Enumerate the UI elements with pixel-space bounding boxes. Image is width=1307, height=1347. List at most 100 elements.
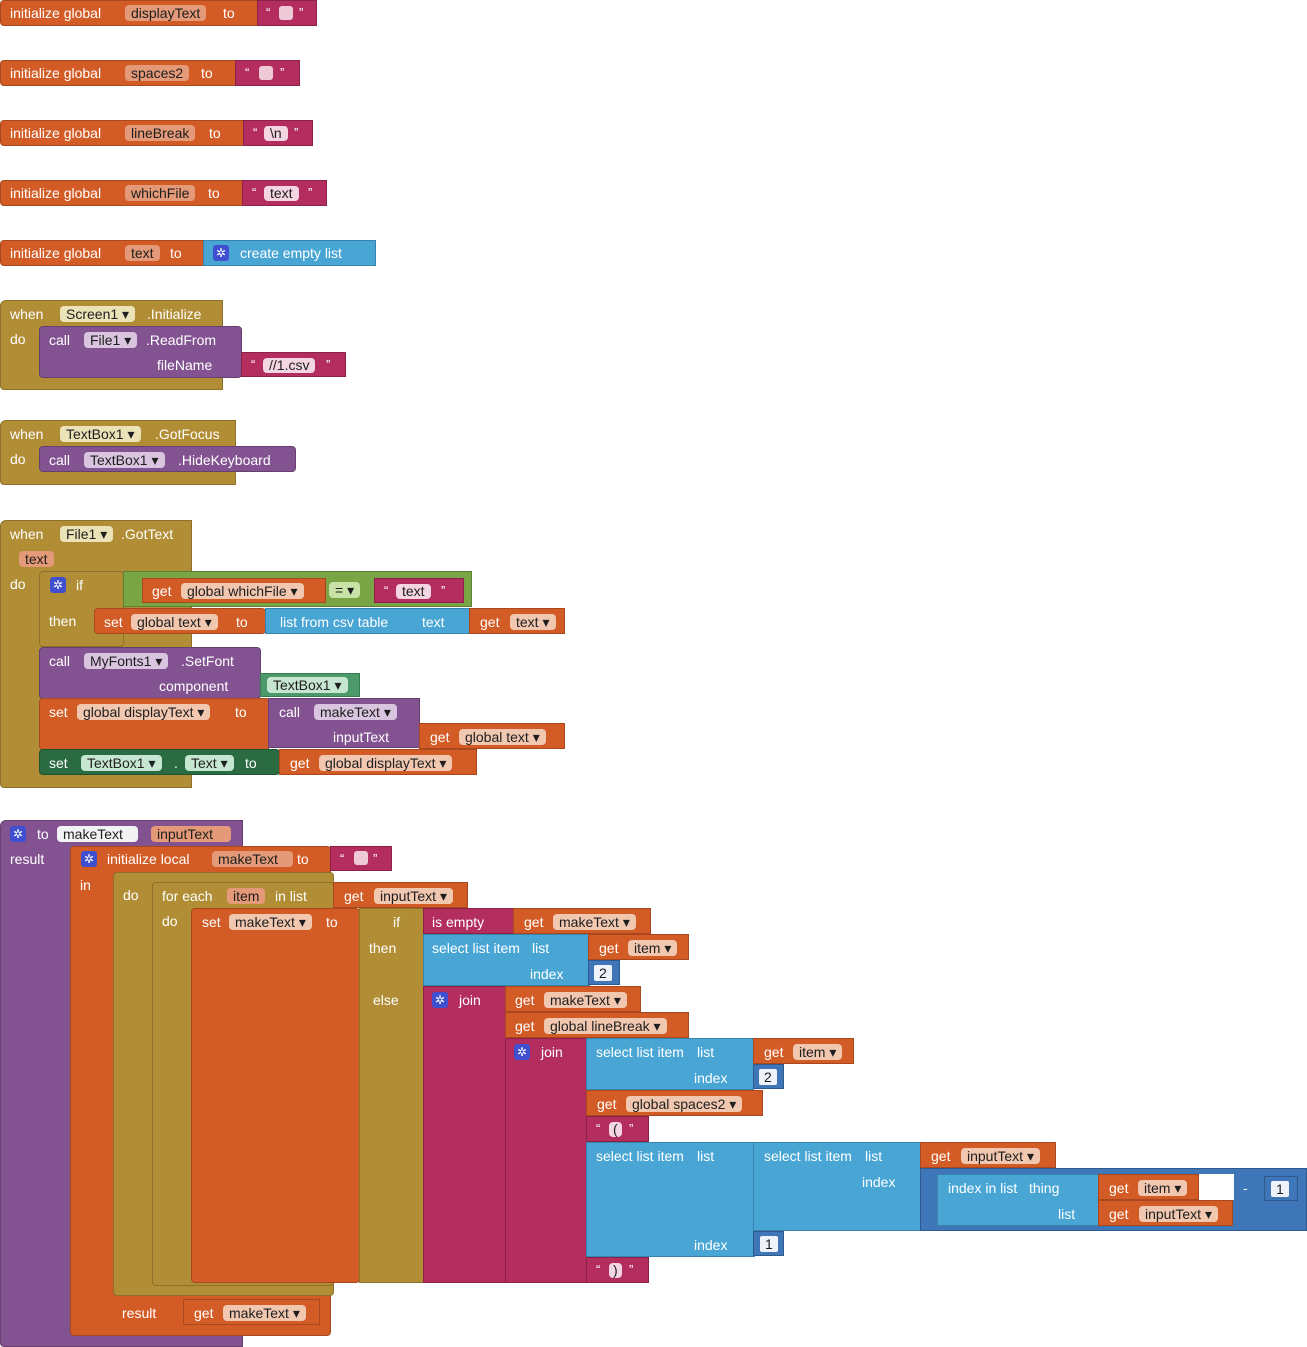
- text-block-empty[interactable]: “ ”: [235, 60, 300, 86]
- init-global-text-block[interactable]: initialize global text to: [0, 240, 204, 266]
- set-textbox1-text[interactable]: set TextBox1 ▾ . Text ▾ to: [39, 749, 280, 775]
- global-name-spaces2[interactable]: spaces2: [125, 65, 190, 81]
- get-global-text[interactable]: get global text ▾: [419, 723, 565, 749]
- gear-icon[interactable]: ✲: [514, 1044, 530, 1060]
- text-block-empty[interactable]: “ ”: [330, 846, 392, 871]
- select-list-item-1[interactable]: select list item list index: [586, 1038, 754, 1090]
- list-from-csv-table[interactable]: list from csv table text: [265, 608, 470, 634]
- get-global-linebreak[interactable]: get global lineBreak ▾: [505, 1012, 689, 1038]
- gear-icon[interactable]: ✲: [10, 826, 26, 842]
- procedure-dropdown[interactable]: makeText ▾: [314, 704, 397, 720]
- init-global-lineBreak-block[interactable]: initialize global lineBreak to: [0, 120, 244, 146]
- text-value[interactable]: //1.csv: [263, 358, 316, 373]
- gear-icon[interactable]: ✲: [213, 245, 229, 261]
- select-list-item-3[interactable]: select list item list index: [753, 1142, 922, 1231]
- init-global-displayText-block[interactable]: initialize global displayText to: [0, 0, 258, 26]
- variable-dropdown[interactable]: global spaces2 ▾: [626, 1096, 743, 1112]
- global-name-displayText[interactable]: displayText: [125, 5, 207, 21]
- text-value[interactable]: text: [396, 584, 431, 599]
- variable-dropdown[interactable]: item ▾: [793, 1044, 843, 1060]
- variable-dropdown[interactable]: inputText ▾: [374, 888, 453, 904]
- number-value[interactable]: 1: [760, 1236, 778, 1252]
- component-dropdown[interactable]: TextBox1 ▾: [81, 755, 162, 771]
- number-2[interactable]: 2: [753, 1064, 784, 1089]
- set-global-text[interactable]: set global text ▾ to: [94, 608, 266, 634]
- loop-var[interactable]: item: [227, 888, 266, 904]
- variable-dropdown[interactable]: makeText ▾: [544, 992, 627, 1008]
- procedure-name[interactable]: makeText: [57, 826, 138, 842]
- get-item[interactable]: get item ▾: [1098, 1174, 1199, 1200]
- number-value[interactable]: 1: [1271, 1181, 1289, 1197]
- number-2[interactable]: 2: [588, 960, 620, 985]
- call-maketext[interactable]: call makeText ▾ inputText: [268, 698, 420, 748]
- number-value[interactable]: 2: [594, 965, 612, 981]
- component-dropdown-screen1[interactable]: Screen1 ▾: [60, 306, 136, 322]
- operator-dropdown[interactable]: = ▾: [329, 582, 361, 598]
- get-item[interactable]: get item ▾: [588, 934, 689, 960]
- variable-dropdown[interactable]: global display​Text ▾: [77, 704, 211, 720]
- text-block-linebreak[interactable]: “ \n ”: [243, 120, 313, 146]
- component-dropdown-myfonts1[interactable]: MyFonts1 ▾: [84, 653, 169, 669]
- variable-dropdown[interactable]: makeText ▾: [223, 1305, 306, 1321]
- variable-dropdown[interactable]: global displayText ▾: [319, 755, 453, 771]
- join-block-outer[interactable]: ✲ join: [423, 986, 507, 1283]
- number-value[interactable]: 2: [759, 1069, 777, 1085]
- init-global-whichFile-block[interactable]: initialize global whichFile to: [0, 180, 243, 206]
- text-block-path[interactable]: “ //1.csv ”: [241, 352, 346, 377]
- variable-dropdown[interactable]: global lineBreak ▾: [544, 1018, 667, 1034]
- call-file1-readfrom[interactable]: call File1 ▾ .ReadFrom fileName: [39, 326, 242, 378]
- get-maketext[interactable]: get makeText ▾: [513, 908, 651, 934]
- call-textbox1-hidekeyboard[interactable]: call TextBox1 ▾ .HideKeyboard: [39, 446, 296, 472]
- variable-dropdown[interactable]: global whichFile ▾: [181, 583, 304, 599]
- set-maketext[interactable]: set makeText ▾ to: [191, 908, 360, 1283]
- global-name-text[interactable]: text: [125, 245, 160, 261]
- text-value[interactable]: ): [609, 1263, 622, 1278]
- compare-block[interactable]: get global whichFile ▾ = ▾ “ text ”: [123, 571, 472, 607]
- select-list-item-2[interactable]: select list item list index: [586, 1142, 755, 1257]
- gear-icon[interactable]: ✲: [81, 851, 97, 867]
- get-item[interactable]: get item ▾: [753, 1038, 854, 1064]
- variable-dropdown[interactable]: item ▾: [628, 940, 678, 956]
- text-block-text[interactable]: “ text ”: [242, 180, 327, 206]
- init-global-spaces2-block[interactable]: initialize global spaces2 to: [0, 60, 236, 86]
- variable-dropdown[interactable]: inputText ▾: [961, 1148, 1040, 1164]
- join-block-inner[interactable]: ✲ join: [505, 1038, 588, 1283]
- is-empty-block[interactable]: is empty: [423, 908, 515, 934]
- text-block-paren-open[interactable]: “ ( ”: [586, 1116, 649, 1142]
- get-inputtext[interactable]: get inputText ▾: [920, 1142, 1056, 1168]
- property-dropdown[interactable]: Text ▾: [185, 755, 234, 771]
- if-expression[interactable]: if then else: [359, 908, 424, 1283]
- param-text[interactable]: text: [19, 551, 54, 567]
- text-block-paren-close[interactable]: “ ) ”: [586, 1257, 649, 1283]
- get-global-spaces2[interactable]: get global spaces2 ▾: [586, 1090, 763, 1116]
- get-text[interactable]: get text ▾: [469, 608, 565, 634]
- procedure-param[interactable]: inputText: [151, 826, 231, 842]
- variable-dropdown[interactable]: inputText ▾: [1139, 1206, 1218, 1222]
- index-in-list-block[interactable]: index in list thing list: [937, 1174, 1100, 1226]
- create-empty-list-block[interactable]: ✲ create empty list: [203, 240, 376, 266]
- variable-dropdown[interactable]: global text ▾: [131, 614, 218, 630]
- get-inputtext[interactable]: get inputText ▾: [1098, 1200, 1233, 1226]
- get-maketext-join[interactable]: get makeText ▾: [505, 986, 641, 1012]
- variable-dropdown[interactable]: global text ▾: [459, 729, 546, 745]
- variable-dropdown[interactable]: item ▾: [1138, 1180, 1188, 1196]
- gear-icon[interactable]: ✲: [50, 577, 66, 593]
- call-myfonts1-setfont[interactable]: call MyFonts1 ▾ .SetFont component: [39, 647, 261, 699]
- text-value[interactable]: (: [609, 1122, 622, 1137]
- text-block-text[interactable]: “ text ”: [374, 578, 464, 603]
- text-value[interactable]: \n: [264, 126, 288, 141]
- set-global-displaytext[interactable]: set global display​Text ▾ to: [39, 698, 270, 750]
- number-1[interactable]: 1: [1264, 1176, 1298, 1201]
- local-name[interactable]: makeText: [212, 851, 293, 867]
- variable-dropdown[interactable]: text ▾: [510, 614, 556, 630]
- get-global-whichfile[interactable]: get global whichFile ▾: [142, 578, 326, 603]
- variable-dropdown[interactable]: makeText ▾: [553, 914, 636, 930]
- get-inputtext[interactable]: get inputText ▾: [333, 882, 468, 908]
- number-1[interactable]: 1: [753, 1231, 784, 1256]
- component-dropdown-file1[interactable]: File1 ▾: [60, 526, 114, 542]
- component-block-textbox1[interactable]: TextBox1 ▾: [260, 673, 360, 697]
- variable-dropdown[interactable]: makeText ▾: [229, 914, 312, 930]
- get-maketext-result[interactable]: get makeText ▾: [183, 1299, 320, 1325]
- component-dropdown[interactable]: TextBox1 ▾: [267, 677, 348, 693]
- gear-icon[interactable]: ✲: [432, 992, 448, 1008]
